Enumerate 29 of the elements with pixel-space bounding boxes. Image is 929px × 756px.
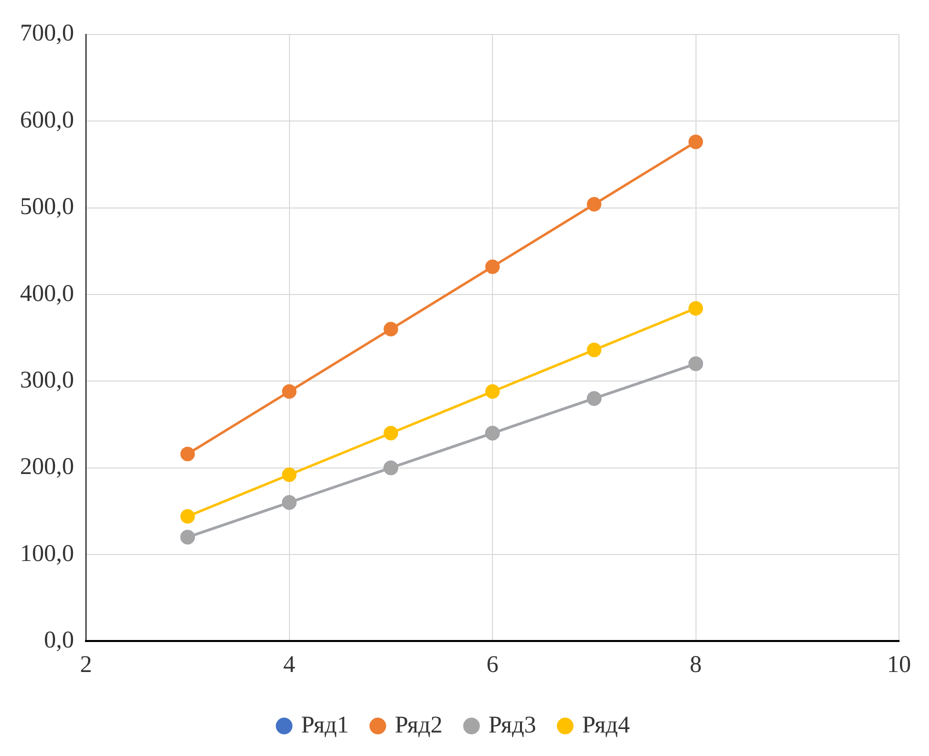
y-tick-label: 500,0 [20,194,74,220]
legend-label: Ряд3 [488,712,536,738]
point [282,384,296,399]
point [485,384,500,399]
y-tick-label: 300,0 [20,367,74,394]
x-tick-label: 6 [486,652,498,678]
y-tick-label: 100,0 [20,540,74,567]
point [282,468,296,482]
point [586,342,602,358]
point [688,301,703,316]
y-tick-label: 400,0 [20,280,74,307]
x-tick-label: 8 [690,652,702,678]
x-tick-label: 2 [80,652,92,678]
x-tick-label: 4 [283,652,296,678]
legend-label: Ряд1 [301,712,349,738]
legend-label: Ряд4 [582,712,630,738]
y-tick-label: 600,0 [20,107,74,134]
point [384,322,398,336]
point [485,259,500,274]
legend-label: Ряд2 [394,712,443,738]
point [384,426,398,440]
point [688,134,703,150]
point [586,197,602,212]
y-tick-label: 700,0 [20,20,74,47]
point [180,509,195,524]
y-tick-label: 200,0 [20,454,74,480]
y-tick-label: 0,0 [44,627,74,654]
x-tick-label: 10 [887,652,911,678]
point [180,446,195,462]
